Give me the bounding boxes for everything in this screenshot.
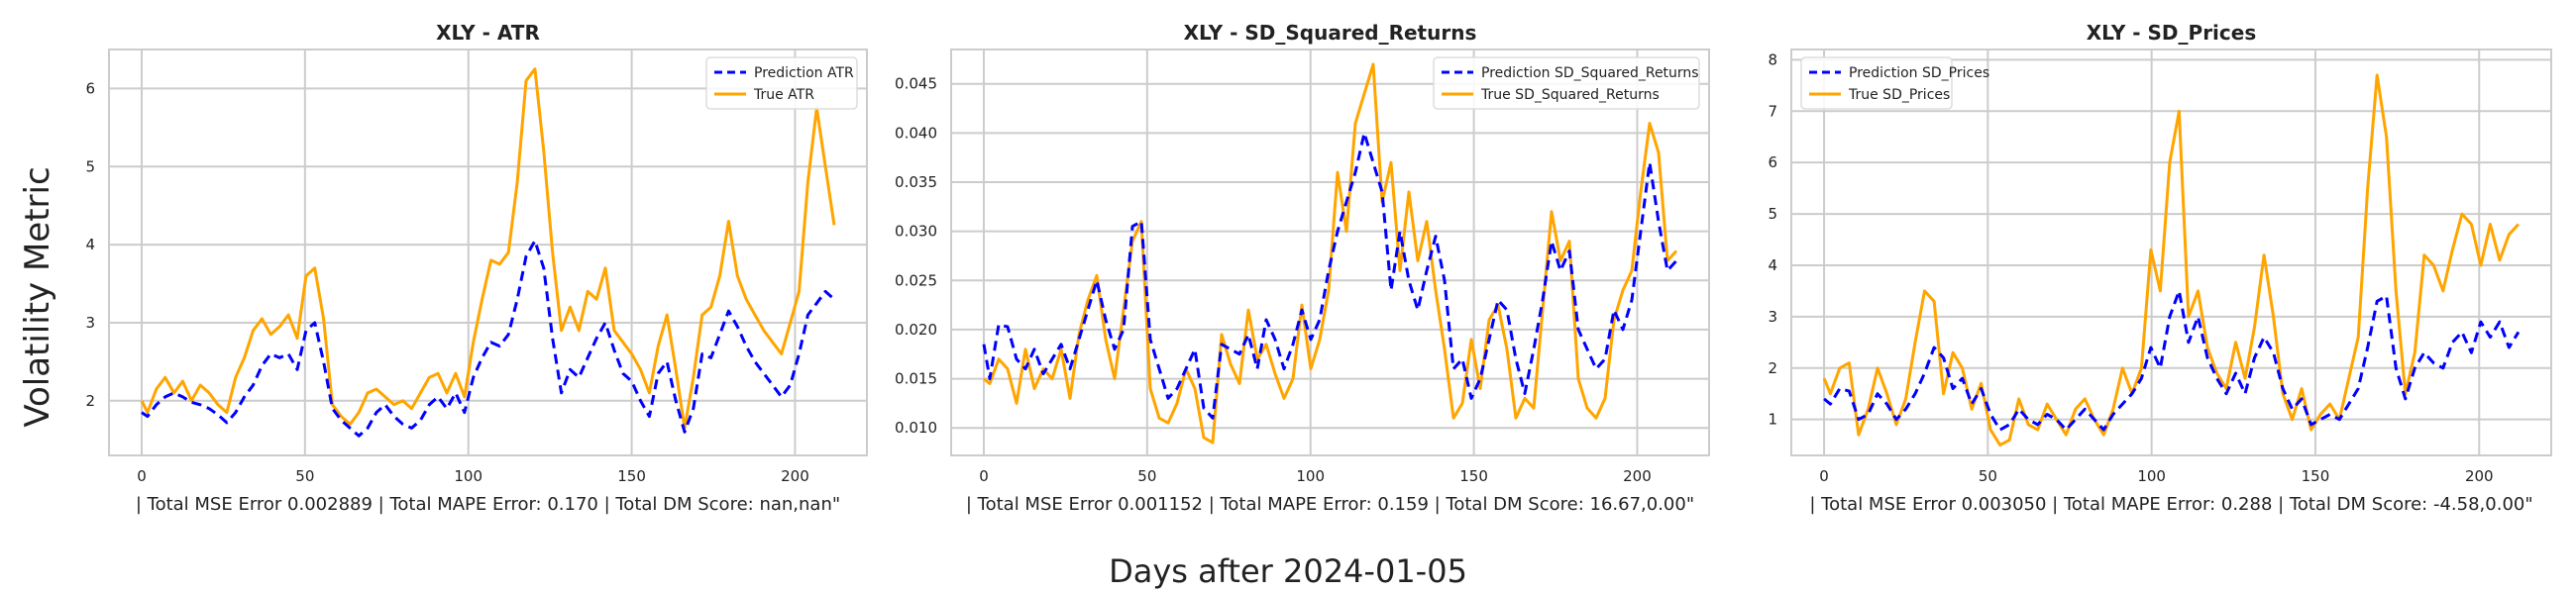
y-tick-label: 6 xyxy=(85,79,95,97)
y-tick-label: 0.045 xyxy=(895,75,937,93)
figure-ylabel: Volatility Metric xyxy=(18,166,57,428)
series-line-prediction xyxy=(141,239,835,438)
legend-box xyxy=(1433,56,1700,110)
chart-xlabel: | Total MSE Error 0.002889 | Total MAPE … xyxy=(136,494,840,515)
y-tick-label: 0.040 xyxy=(895,124,937,142)
series-line-true xyxy=(140,67,836,430)
x-tick-label: 50 xyxy=(295,467,314,485)
legend-label: True SD_Prices xyxy=(1848,87,1950,103)
series-line-prediction xyxy=(1823,289,2521,432)
legend-box xyxy=(1800,56,1953,110)
legend: Prediction SD_Prices True SD_Prices xyxy=(1800,56,1989,110)
y-tick-label: 3 xyxy=(85,314,95,332)
chart-panel-1: 0 50 100 150 200 2 3 4 5 6 XLY - ATR | Total MSE Er… xyxy=(85,21,868,515)
chart-title: XLY - SD_Squared_Returns xyxy=(1184,21,1477,45)
chart-panel-2: 0 50 100 150 200 0.010 0.015 0.020 0.025 0.030 0.0… xyxy=(895,21,1710,515)
y-tick-label: 3 xyxy=(1768,308,1777,326)
x-tick-label: 0 xyxy=(137,467,147,485)
y-tick-label: 5 xyxy=(85,157,95,175)
chart-xlabel: | Total MSE Error 0.001152 | Total MAPE … xyxy=(966,494,1694,515)
x-tick-label: 50 xyxy=(1979,467,1997,485)
legend-label: Prediction ATR xyxy=(754,65,854,81)
x-tick-label: 100 xyxy=(2137,467,2166,485)
x-tick-label: 50 xyxy=(1137,467,1156,485)
y-tick-label: 0.010 xyxy=(895,419,937,437)
y-tick-label: 4 xyxy=(1768,256,1777,274)
x-tick-label: 150 xyxy=(1459,467,1488,485)
y-tick-label: 5 xyxy=(1768,205,1777,223)
chart-title: XLY - SD_Prices xyxy=(2087,21,2256,45)
y-tick-label: 4 xyxy=(85,236,95,253)
x-tick-label: 0 xyxy=(1819,467,1829,485)
y-tick-label: 0.025 xyxy=(895,271,937,289)
y-tick-label: 0.035 xyxy=(895,173,937,191)
x-tick-label: 0 xyxy=(979,467,989,485)
y-tick-label: 2 xyxy=(85,392,95,410)
plot-frame xyxy=(1790,49,2552,456)
chart-title: XLY - ATR xyxy=(436,21,540,45)
y-tick-label: 2 xyxy=(1768,359,1777,377)
legend: Prediction ATR True ATR xyxy=(705,56,858,110)
x-tick-label: 200 xyxy=(2465,467,2494,485)
plot-frame xyxy=(950,49,1710,456)
legend-label: True ATR xyxy=(753,87,814,103)
x-tick-label: 200 xyxy=(781,467,809,485)
legend-label: Prediction SD_Squared_Returns xyxy=(1481,65,1699,81)
chart-panel-3: 0 50 100 150 200 1 2 3 4 5 6 7 8 XLY - SD_Prices | Tot… xyxy=(1768,21,2552,515)
series-line-true xyxy=(983,62,1678,445)
chart-xlabel: | Total MSE Error 0.003050 | Total MAPE … xyxy=(1809,494,2532,515)
x-tick-label: 150 xyxy=(2302,467,2330,485)
legend: Prediction SD_Squared_Returns True SD_Squ… xyxy=(1433,56,1700,110)
plot-frame xyxy=(108,49,868,456)
y-tick-label: 0.020 xyxy=(895,321,937,339)
y-tick-label: 0.030 xyxy=(895,223,937,241)
figure-xlabel: Days after 2024-01-05 xyxy=(1109,552,1467,590)
y-tick-label: 6 xyxy=(1768,153,1777,171)
y-tick-label: 7 xyxy=(1768,102,1777,120)
x-tick-label: 150 xyxy=(617,467,646,485)
series-line-true xyxy=(1822,73,2521,447)
y-tick-label: 1 xyxy=(1768,411,1777,429)
x-tick-label: 100 xyxy=(1296,467,1325,485)
x-tick-label: 100 xyxy=(454,467,483,485)
y-tick-label: 0.015 xyxy=(895,370,937,388)
legend-label: Prediction SD_Prices xyxy=(1849,65,1989,81)
legend-label: True SD_Squared_Returns xyxy=(1480,87,1660,103)
y-tick-label: 8 xyxy=(1768,50,1777,68)
x-tick-label: 200 xyxy=(1623,467,1652,485)
legend-box xyxy=(705,56,858,110)
